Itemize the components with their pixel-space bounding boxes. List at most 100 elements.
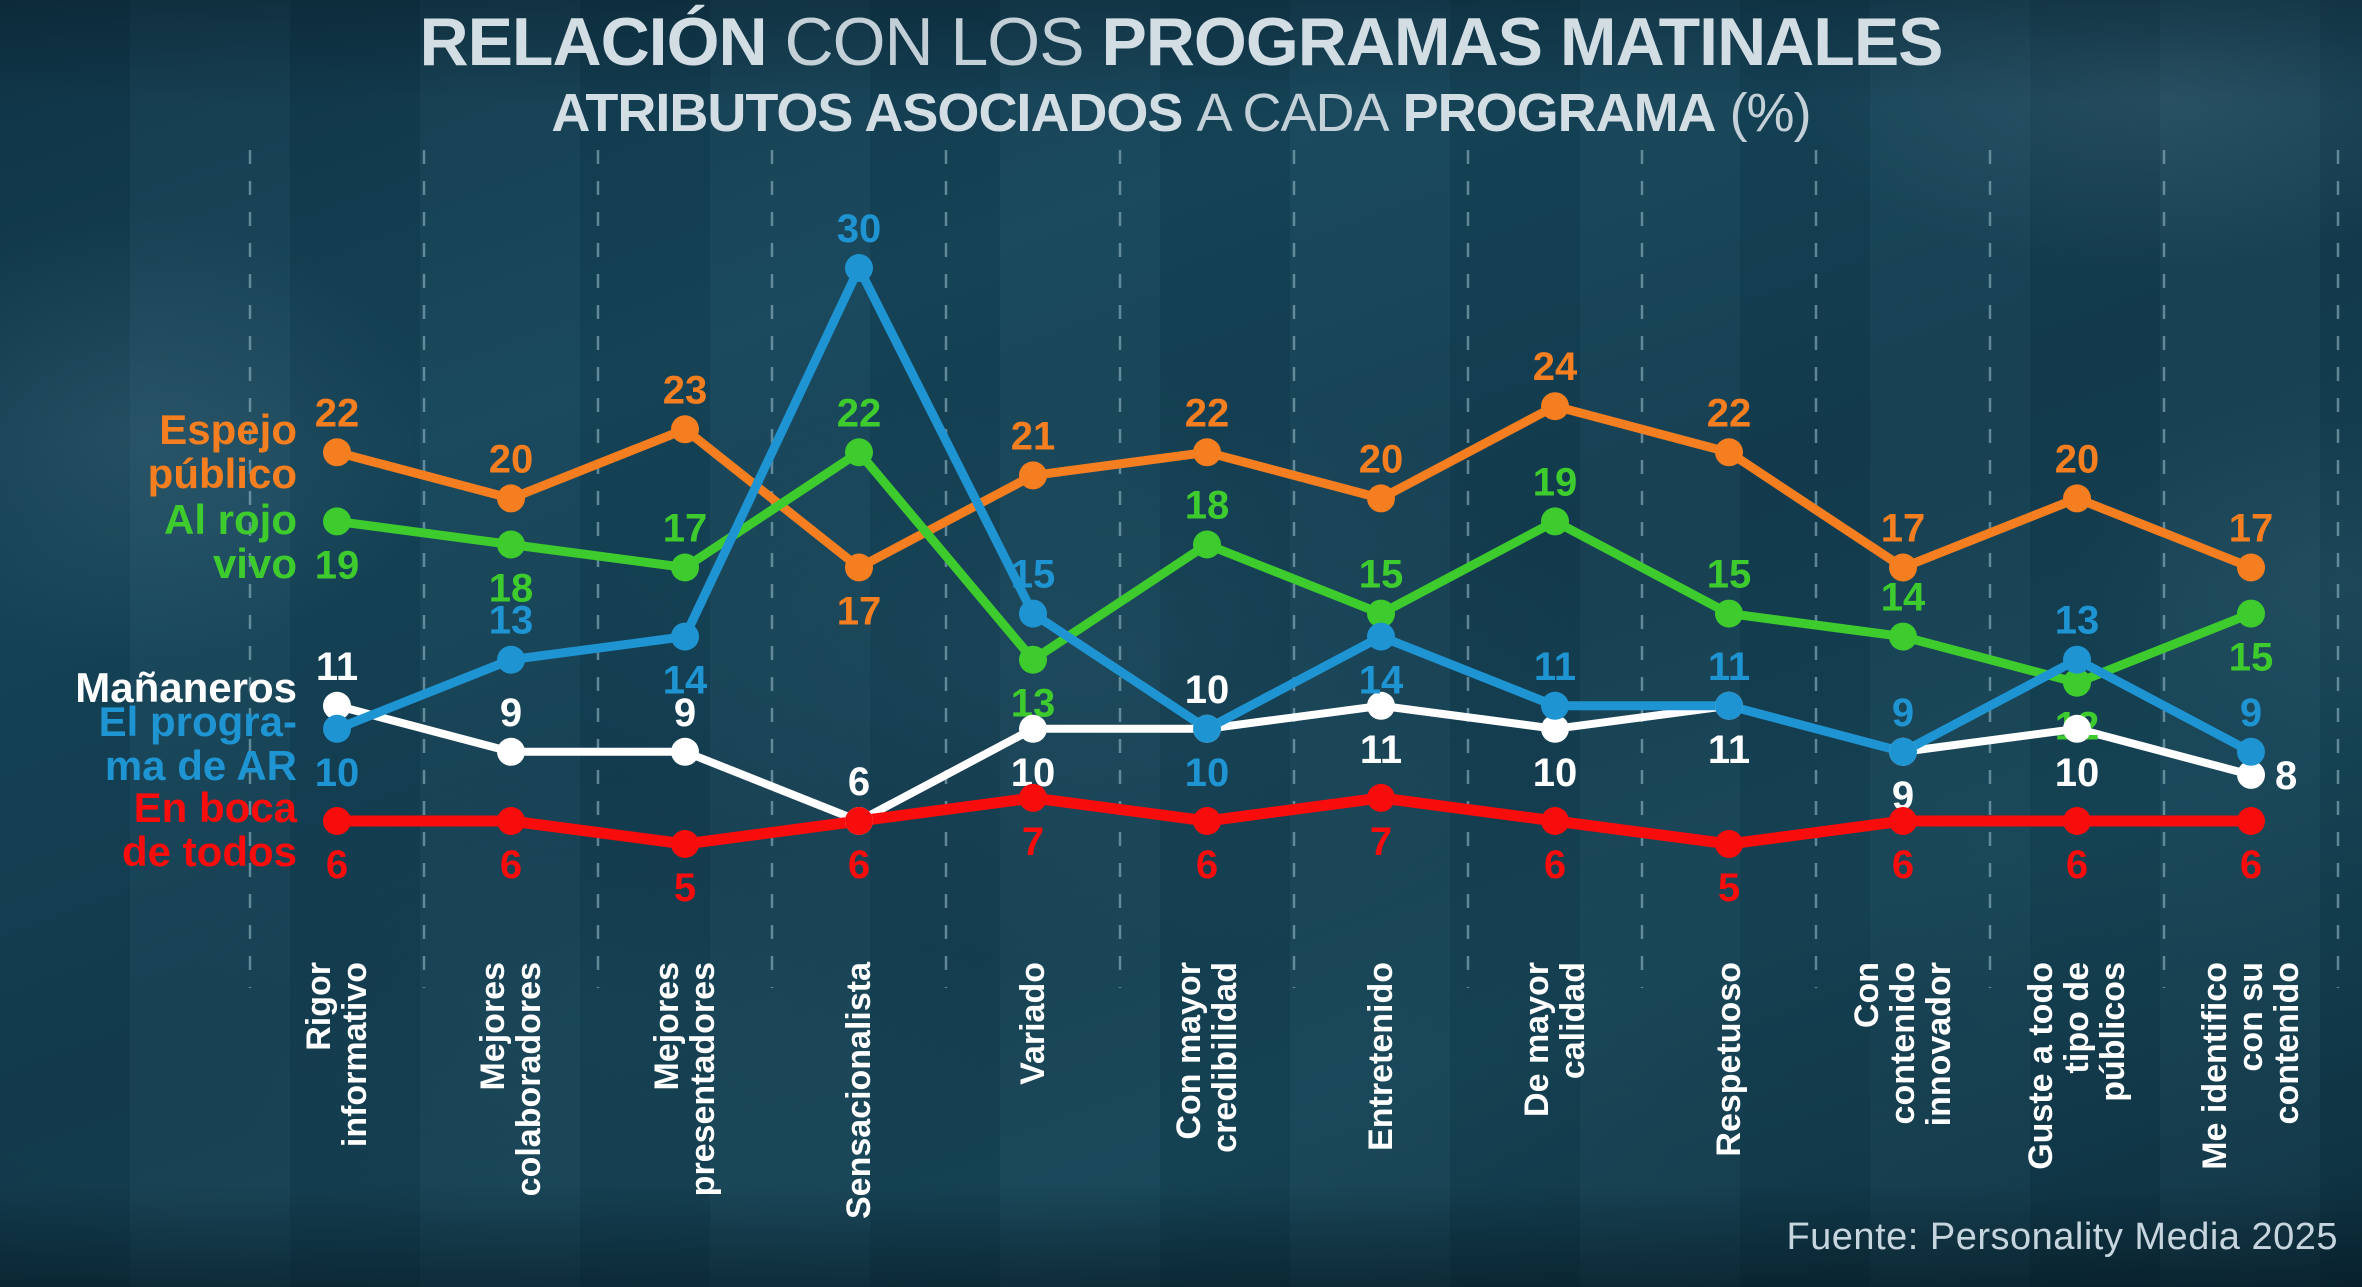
source-credit: Fuente: Personality Media 2025 — [1786, 1216, 2338, 1258]
legend-line: ma de AR — [104, 742, 297, 789]
data-value-label-al-rojo-vivo: 15 — [1359, 553, 1404, 597]
data-point-en-boca-de-todos — [1367, 783, 1395, 812]
data-value-label-el-programa-de-ar: 13 — [489, 599, 534, 643]
data-point-al-rojo-vivo — [2237, 599, 2265, 628]
data-point-mananeros — [1367, 691, 1395, 720]
data-value-label-mananeros: 8 — [2275, 754, 2297, 798]
data-value-label-el-programa-de-ar: 10 — [1185, 751, 1230, 795]
data-value-label-espejo-publico: 22 — [1707, 391, 1752, 435]
title-bold-2: PROGRAMAS MATINALES — [1101, 4, 1943, 80]
category-label-de-mayor-calidad: De mayor calidad — [1518, 962, 1592, 1282]
data-point-mananeros — [1541, 714, 1569, 743]
legend-item-en-boca-de-todos: En boca de todos — [122, 786, 297, 874]
data-value-label-en-boca-de-todos: 6 — [1196, 843, 1218, 887]
legend-line: público — [147, 450, 297, 497]
data-point-el-programa-de-ar — [323, 714, 351, 743]
category-label-rigor-informativo: Rigor informativo — [300, 962, 374, 1282]
legend-line: vivo — [212, 540, 297, 587]
data-point-espejo-publico — [671, 415, 699, 444]
category-label-mejores-colaboradores: Mejores colaboradores — [474, 962, 548, 1282]
data-point-el-programa-de-ar — [1019, 599, 1047, 628]
data-value-label-en-boca-de-todos: 6 — [1544, 843, 1566, 887]
data-point-al-rojo-vivo — [671, 553, 699, 582]
category-label-mejores-presentadores: Mejores presentadores — [648, 962, 722, 1282]
data-point-espejo-publico — [2237, 553, 2265, 582]
legend-item-al-rojo-vivo: Al rojo vivo — [164, 498, 297, 586]
legend-item-mananeros: Mañaneros — [75, 666, 297, 710]
data-point-espejo-publico — [845, 553, 873, 582]
data-point-el-programa-de-ar — [671, 622, 699, 651]
data-point-al-rojo-vivo — [1193, 530, 1221, 559]
category-line: tipo de — [2058, 962, 2096, 1074]
series-line-espejo-publico — [332, 401, 2256, 572]
data-value-label-al-rojo-vivo: 18 — [1185, 484, 1230, 528]
data-value-label-espejo-publico: 20 — [1359, 437, 1404, 481]
data-point-en-boca-de-todos — [2063, 807, 2091, 835]
category-line: Mejores — [474, 962, 512, 1091]
category-line: Sensacionalista — [840, 962, 878, 1220]
title-bold-1: RELACIÓN — [419, 4, 767, 80]
data-value-label-espejo-publico: 23 — [663, 368, 708, 412]
data-point-espejo-publico — [2063, 484, 2091, 513]
data-point-espejo-publico — [497, 484, 525, 513]
data-point-en-boca-de-todos — [1715, 830, 1743, 858]
data-point-el-programa-de-ar — [1715, 691, 1743, 720]
data-value-label-al-rojo-vivo: 15 — [1707, 553, 1752, 597]
legend-item-el-programa-de-ar: El progra-ma de AR — [99, 700, 297, 788]
data-value-label-espejo-publico: 22 — [315, 391, 360, 435]
chart-subtitle: ATRIBUTOS ASOCIADOS A CADA PROGRAMA (%) — [0, 84, 2362, 142]
data-value-label-el-programa-de-ar: 9 — [2240, 691, 2262, 735]
data-point-mananeros — [2063, 714, 2091, 743]
data-value-label-en-boca-de-todos: 7 — [1370, 820, 1392, 864]
category-label-respetuoso: Respetuoso — [1710, 962, 1748, 1282]
data-point-en-boca-de-todos — [1019, 783, 1047, 812]
data-value-label-el-programa-de-ar: 13 — [2055, 599, 2100, 643]
legend-line: de todos — [122, 828, 297, 875]
data-value-label-en-boca-de-todos: 6 — [500, 843, 522, 887]
data-value-label-al-rojo-vivo: 18 — [489, 567, 534, 611]
data-value-label-espejo-publico: 24 — [1533, 345, 1578, 389]
data-value-label-al-rojo-vivo: 17 — [663, 507, 708, 551]
category-label-variado: Variado — [1014, 962, 1052, 1282]
data-value-label-al-rojo-vivo: 14 — [1881, 576, 1926, 620]
category-line: calidad — [1554, 962, 1592, 1080]
category-line: credibilidad — [1206, 962, 1244, 1153]
title-light-1: CON LOS — [784, 4, 1084, 80]
data-point-el-programa-de-ar — [1889, 737, 1917, 766]
category-line: De mayor — [1518, 962, 1556, 1117]
series-line-al-rojo-vivo — [332, 447, 2256, 688]
data-value-label-al-rojo-vivo: 15 — [2229, 636, 2274, 680]
series-line-en-boca-de-todos — [331, 792, 2257, 850]
category-line: informativo — [336, 962, 374, 1148]
data-value-label-el-programa-de-ar: 9 — [1892, 691, 1914, 735]
data-value-label-al-rojo-vivo: 19 — [1533, 460, 1578, 504]
data-point-el-programa-de-ar — [497, 645, 525, 674]
category-line: contenido — [2268, 962, 2306, 1125]
category-line: colaboradores — [510, 962, 548, 1197]
data-point-en-boca-de-todos — [323, 807, 351, 835]
data-value-label-en-boca-de-todos: 6 — [2066, 843, 2088, 887]
category-line: innovador — [1920, 962, 1958, 1127]
legend-item-espejo-publico: Espejo público — [148, 408, 297, 496]
data-point-espejo-publico — [1715, 438, 1743, 467]
data-point-el-programa-de-ar — [2237, 737, 2265, 766]
series-line-el-programa-de-ar — [332, 263, 2256, 757]
data-value-label-mananeros: 10 — [2055, 751, 2100, 795]
data-value-label-espejo-publico: 17 — [2229, 507, 2274, 551]
data-value-label-mananeros: 11 — [1360, 728, 1402, 772]
data-value-label-al-rojo-vivo: 19 — [315, 543, 360, 587]
data-value-label-en-boca-de-todos: 7 — [1022, 820, 1044, 864]
data-value-label-mananeros: 9 — [674, 691, 696, 735]
data-point-al-rojo-vivo — [1367, 599, 1395, 628]
data-value-label-espejo-publico: 20 — [2055, 437, 2100, 481]
data-value-label-espejo-publico: 21 — [1011, 414, 1056, 458]
data-point-en-boca-de-todos — [2237, 807, 2265, 835]
data-point-mananeros — [671, 737, 699, 766]
legend-line: Al rojo — [164, 496, 297, 543]
category-line: presentadores — [684, 962, 722, 1197]
data-point-espejo-publico — [1193, 438, 1221, 467]
category-line: Respetuoso — [1710, 962, 1748, 1157]
data-point-en-boca-de-todos — [497, 807, 525, 835]
